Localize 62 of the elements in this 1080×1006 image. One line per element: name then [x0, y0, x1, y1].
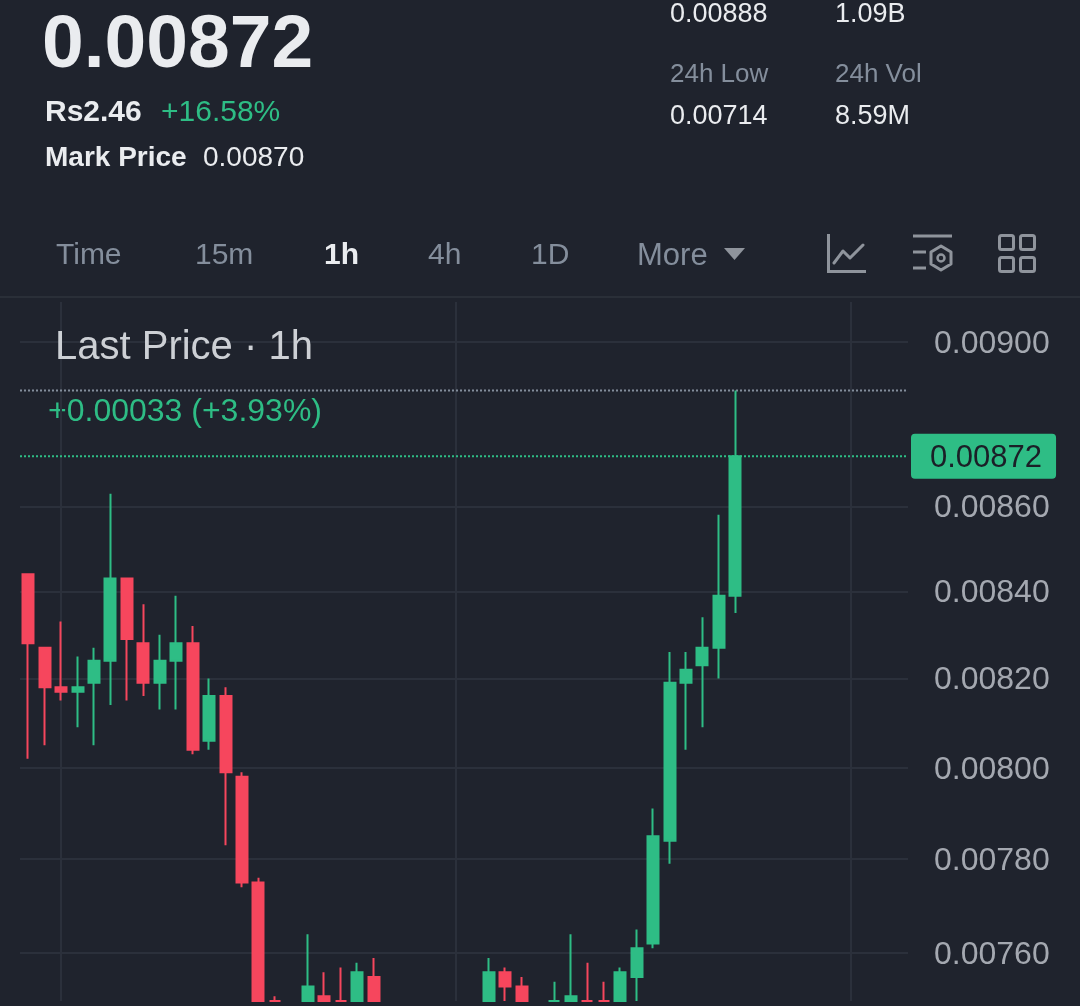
candlestick — [186, 624, 200, 756]
candlestick — [695, 616, 709, 729]
text: Last Price · 1h — [55, 323, 313, 367]
candlestick — [317, 971, 331, 1002]
text: Mark Price — [45, 141, 187, 172]
text: 0.00872 — [42, 0, 314, 83]
candlestick — [235, 771, 249, 889]
candlestick — [54, 620, 68, 702]
text: 15m — [195, 237, 254, 270]
candlestick — [498, 966, 512, 1002]
text: +16.58% — [161, 94, 281, 127]
candlestick — [597, 980, 611, 1002]
text: 24h Low — [670, 58, 769, 88]
candlestick — [564, 933, 578, 1002]
text: 1h — [324, 237, 360, 270]
candlestick — [251, 876, 265, 1002]
candlestick — [547, 980, 561, 1002]
candlestick — [580, 961, 594, 1002]
text: 1.09B — [835, 0, 906, 28]
text: 4h — [428, 237, 462, 270]
candlestick — [482, 956, 496, 1002]
candlestick — [71, 655, 85, 729]
candlestick — [136, 603, 150, 698]
text: 1D — [531, 237, 570, 270]
candlestick — [334, 966, 348, 1002]
text: 8.59M — [835, 100, 911, 130]
candlestick — [103, 492, 117, 706]
text: Time — [56, 237, 122, 270]
candlestick — [679, 651, 693, 751]
annotation: +0.00033 (+3.93%) — [48, 392, 322, 428]
y-tick-label: 0.00840 — [934, 573, 1050, 610]
candlestick — [202, 677, 216, 751]
candlestick — [219, 686, 233, 847]
candlestick — [712, 513, 726, 680]
candlestick — [646, 807, 660, 950]
candlestick — [613, 966, 627, 1002]
y-tick-label: 0.00820 — [934, 660, 1050, 697]
candlestick — [120, 577, 134, 702]
text: More — [637, 237, 708, 272]
candlestick — [38, 646, 52, 747]
text: 24h Vol — [835, 58, 922, 88]
candlestick — [301, 933, 315, 1002]
candlestick — [367, 956, 381, 1002]
candlestick — [515, 975, 529, 1002]
ref-line-label: 0.00872 — [930, 438, 1043, 474]
text: 0.00714 — [670, 100, 768, 130]
y-tick-label: 0.00860 — [934, 488, 1050, 525]
candlestick — [87, 646, 101, 747]
candlestick — [169, 594, 183, 711]
candlestick — [663, 651, 677, 865]
candlestick — [350, 961, 364, 1002]
y-tick-label: 0.00900 — [934, 323, 1050, 360]
y-tick-label: 0.00780 — [934, 841, 1050, 878]
text: Rs2.46 — [45, 94, 142, 127]
y-tick-label: 0.00760 — [934, 935, 1050, 972]
candlestick — [153, 633, 167, 711]
candlestick — [21, 573, 35, 760]
candlestick — [630, 928, 644, 1002]
text: 0.00870 — [203, 141, 305, 172]
text: 0.00888 — [670, 0, 768, 28]
candlestick — [268, 995, 282, 1002]
y-tick-label: 0.00800 — [934, 749, 1050, 786]
